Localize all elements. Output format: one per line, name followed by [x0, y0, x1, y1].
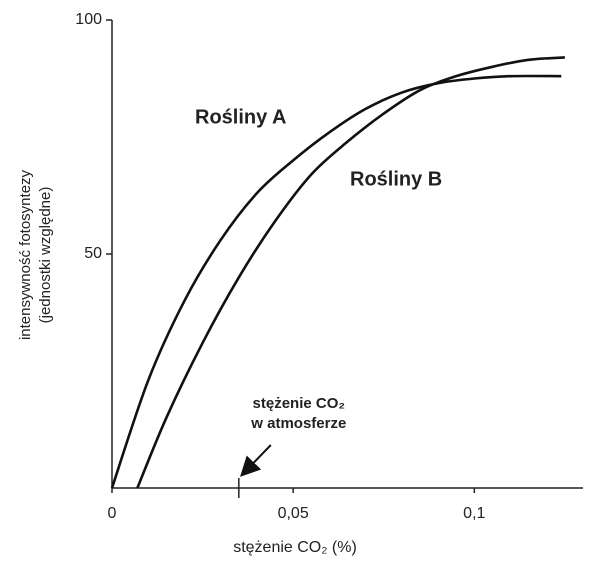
- annotation-arrow: [240, 444, 272, 477]
- x-tick-label: 0,1: [463, 505, 485, 522]
- line: [110, 74, 562, 489]
- y-axis-label: intensywność fotosyntezy: [17, 169, 34, 340]
- annotation-text: w atmosferze: [250, 415, 346, 432]
- x-axis-label: stężenie CO₂ (%): [233, 539, 357, 556]
- line: [136, 56, 565, 489]
- annotation-text: stężenie CO₂: [253, 395, 346, 412]
- y-axis-label: (jednostki względne): [37, 187, 54, 324]
- series-label: Rośliny B: [350, 168, 442, 190]
- x-tick-label: 0: [108, 505, 117, 522]
- x-tick-label: 0,05: [278, 505, 309, 522]
- y-tick-label: 100: [75, 11, 102, 28]
- series-label: Rośliny A: [195, 106, 287, 128]
- y-tick-label: 50: [84, 245, 102, 262]
